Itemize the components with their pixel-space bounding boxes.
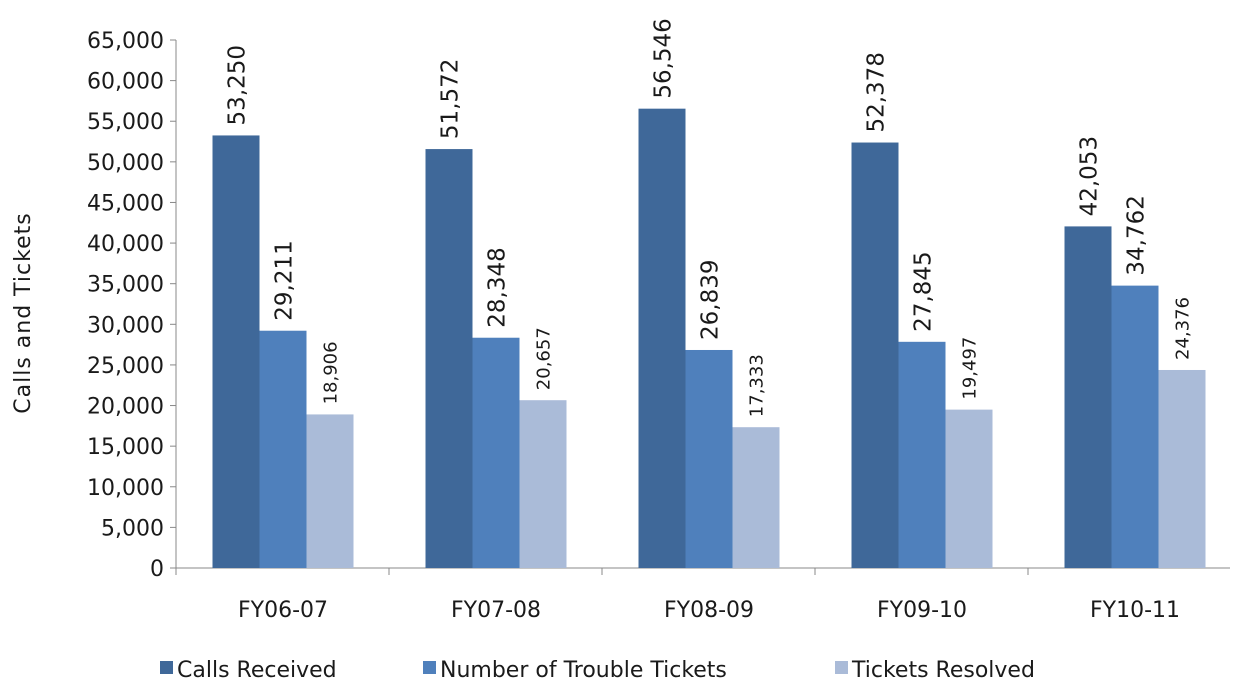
bar-tickets-resolved [306,414,354,568]
legend-swatch [423,661,436,674]
y-tick-label: 60,000 [87,70,164,95]
y-tick-label: 40,000 [87,232,164,257]
bar-calls-received [638,108,686,569]
y-tick-label: 25,000 [87,354,164,379]
data-label: 52,378 [863,52,889,132]
legend-label: Number of Trouble Tickets [440,658,727,683]
data-label: 26,839 [697,260,723,340]
y-tick-label: 10,000 [87,476,164,501]
bar-tickets-resolved [945,409,993,568]
bar-tickets-resolved [519,400,567,568]
bar-tickets-resolved [1158,369,1206,568]
data-label: 28,348 [484,247,510,327]
data-label: 18,906 [320,341,341,404]
data-label: 27,845 [910,251,936,331]
legend-label: Calls Received [177,658,337,683]
legend-label: Tickets Resolved [851,658,1035,683]
data-label: 17,333 [746,354,767,417]
legend-swatch [160,661,173,674]
bar-number-of-trouble-tickets [472,337,520,568]
bar-calls-received [425,149,473,569]
bar-number-of-trouble-tickets [898,341,946,568]
y-tick-label: 50,000 [87,151,164,176]
y-tick-label: 35,000 [87,273,164,298]
y-tick-label: 65,000 [87,29,164,54]
data-label: 51,572 [437,59,463,139]
data-label: 24,376 [1172,297,1193,360]
y-axis-label: Calls and Tickets [11,212,36,413]
bar-number-of-trouble-tickets [259,330,307,568]
legend: Calls Received Number of Trouble Tickets T… [160,658,1035,683]
bar-calls-received [212,135,260,568]
data-label: 19,497 [959,337,980,400]
y-tick-label: 45,000 [87,191,164,216]
bar-number-of-trouble-tickets [685,349,733,568]
data-label: 42,053 [1076,136,1102,216]
legend-swatch [835,661,848,674]
data-labels-group: 53,250 29,211 18,906 51,572 28,348 20,657 56,5… [224,18,1193,417]
y-tick-label: 30,000 [87,313,164,338]
x-tick-label: FY07-08 [451,598,541,623]
y-tick-label: 55,000 [87,110,164,135]
data-label: 20,657 [533,327,554,390]
bar-calls-received [1064,226,1112,568]
data-label: 53,250 [224,45,250,125]
x-tick-label: FY08-09 [664,598,754,623]
x-axis: FY06-07 FY07-08 FY08-09 FY09-10 FY10-11 [175,567,1230,623]
y-axis: 0 5,000 10,000 15,000 20,000 25,000 30,000 35,0… [87,29,177,582]
x-tick-label: FY09-10 [877,598,967,623]
x-tick-label: FY06-07 [238,598,328,623]
y-tick-label: 15,000 [87,435,164,460]
y-tick-label: 5,000 [101,516,164,541]
data-label: 29,211 [271,240,297,320]
x-tick-label: FY10-11 [1090,598,1180,623]
bar-number-of-trouble-tickets [1111,285,1159,568]
bars-group [212,108,1206,569]
data-label: 34,762 [1123,195,1149,275]
y-tick-label: 0 [150,557,164,582]
y-tick-label: 20,000 [87,395,164,420]
bar-tickets-resolved [732,427,780,568]
bar-calls-received [851,142,899,568]
data-label: 56,546 [650,18,676,98]
